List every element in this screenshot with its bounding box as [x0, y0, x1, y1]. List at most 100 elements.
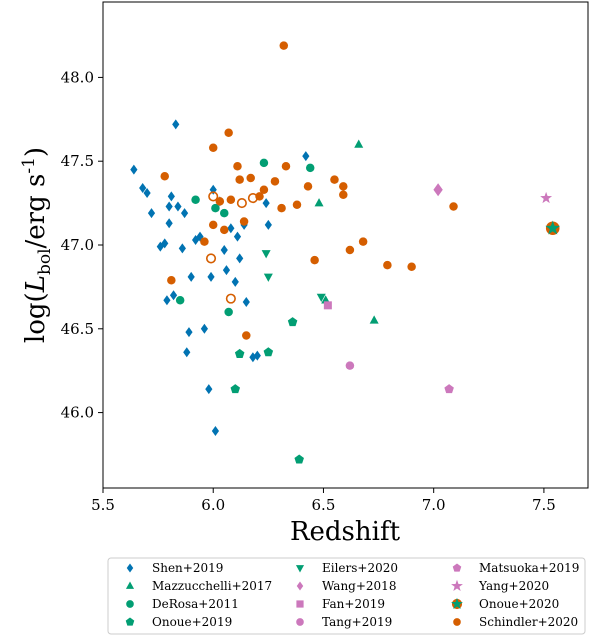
legend-label: Eilers+2020: [322, 561, 398, 575]
legend-entry: Fan+2019: [296, 597, 385, 611]
data-point: [161, 238, 169, 249]
axis-ticks: 5.5 6.0 6.5 7.0 7.5 46.0 46.5 47.0 47.5 48.0: [61, 68, 556, 514]
data-point: [303, 182, 313, 191]
data-point: [407, 262, 416, 272]
y-tick-label: 46.0: [61, 404, 94, 422]
data-point: [345, 361, 355, 370]
data-point: [225, 293, 236, 304]
data-point: [540, 191, 553, 204]
data-point: [383, 260, 392, 270]
legend-label: Fan+2019: [322, 597, 385, 611]
data-point: [130, 164, 138, 175]
legend-marker: [451, 579, 463, 592]
data-point: [220, 208, 229, 218]
data-point: [369, 315, 379, 324]
data-point: [191, 195, 200, 205]
data-point: [339, 190, 348, 199]
data-point: [211, 426, 220, 437]
data-point: [230, 384, 241, 394]
data-point: [222, 265, 231, 276]
data-point: [323, 301, 332, 310]
x-tick-label: 7.5: [532, 496, 556, 514]
data-point: [246, 173, 255, 183]
legend-marker: [296, 618, 304, 626]
data-point: [261, 250, 271, 259]
data-point: [242, 296, 250, 307]
data-point: [147, 208, 156, 219]
data-point: [139, 183, 147, 194]
data-point: [180, 208, 189, 219]
data-point: [174, 201, 182, 212]
data-point: [263, 347, 274, 357]
data-point: [545, 220, 561, 235]
data-point: [165, 218, 173, 229]
data-point: [433, 183, 443, 197]
legend-entry: Eilers+2020: [295, 561, 398, 575]
data-point: [339, 182, 348, 191]
data-point: [247, 193, 258, 204]
data-point: [200, 237, 209, 246]
legend-marker: [126, 563, 134, 573]
data-point: [178, 243, 186, 254]
legend-label: Yang+2020: [478, 579, 549, 593]
legend-entry: Schindler+2020: [453, 615, 578, 629]
data-point: [185, 327, 193, 338]
data-point: [211, 203, 220, 213]
data-point: [444, 384, 454, 394]
data-point: [354, 139, 364, 148]
data-point: [205, 253, 217, 264]
legend-marker: [125, 581, 135, 589]
data-point: [208, 143, 218, 153]
data-point: [224, 307, 233, 317]
legend-entry: Mazzucchelli+2017: [125, 579, 272, 593]
data-point: [235, 175, 244, 184]
data-point: [233, 231, 242, 242]
data-point: [163, 295, 171, 306]
data-point: [330, 175, 339, 184]
data-point: [305, 163, 315, 173]
y-tick-label: 47.5: [61, 152, 94, 170]
data-point: [160, 172, 169, 181]
y-tick-label: 47.0: [61, 236, 94, 254]
data-point: [227, 223, 235, 234]
data-point: [208, 220, 218, 230]
legend: Shen+2019 Mazzucchelli+2017 DeRosa+2011 Ono…: [107, 557, 586, 635]
data-point: [205, 384, 213, 395]
data-point: [292, 200, 302, 210]
data-point: [314, 198, 324, 207]
y-axis-title: log(Lbol/erg s-1): [19, 147, 55, 343]
data-point: [236, 198, 247, 209]
data-point: [449, 202, 458, 211]
data-point: [262, 198, 270, 209]
data-point: [175, 296, 185, 305]
y-tick-label: 46.5: [61, 320, 94, 338]
legend-box: [107, 557, 586, 635]
x-axis-title: Redshift: [290, 517, 401, 547]
legend-label: Matsuoka+2019: [479, 561, 579, 575]
data-point: [310, 255, 319, 265]
x-tick-label: 7.0: [422, 496, 446, 514]
x-tick-label: 6.5: [312, 496, 336, 514]
data-point: [169, 290, 178, 301]
data-point: [270, 177, 280, 186]
data-point: [263, 273, 273, 282]
data-point: [345, 245, 355, 255]
data-point: [167, 191, 175, 202]
data-point: [226, 195, 236, 205]
legend-label: DeRosa+2011: [152, 597, 239, 611]
data-point: [277, 203, 286, 213]
data-point: [264, 219, 272, 230]
legend-marker: [296, 600, 304, 608]
legend-marker: [296, 581, 304, 591]
legend-entry: Shen+2019: [126, 561, 223, 575]
x-tick-label: 6.0: [201, 496, 225, 514]
legend-label: Wang+2018: [322, 579, 396, 593]
data-point: [259, 185, 269, 194]
data-point: [259, 158, 269, 168]
legend-entry: DeRosa+2011: [126, 597, 239, 611]
data-point: [302, 151, 310, 162]
data-point: [224, 128, 233, 137]
legend-label: Schindler+2020: [479, 615, 578, 629]
data-point: [208, 191, 219, 202]
legend-entry: Matsuoka+2019: [452, 561, 579, 575]
